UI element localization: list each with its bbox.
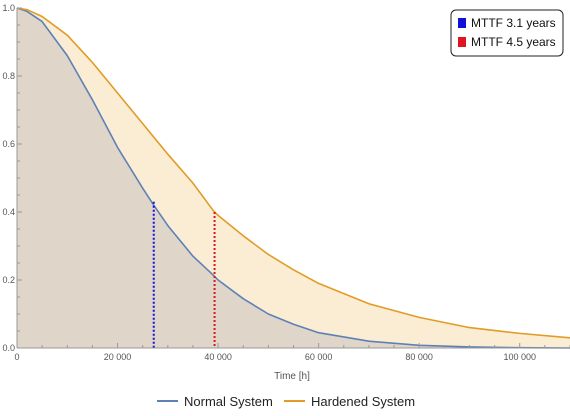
x-tick-label: 60 000 xyxy=(305,352,333,362)
y-tick-label: 0.8 xyxy=(2,71,15,81)
x-tick-label: 100 000 xyxy=(503,352,536,362)
mttf-markers xyxy=(152,201,216,348)
x-tick-label: 40 000 xyxy=(204,352,232,362)
marker-legend: MTTF 3.1 years MTTF 4.5 years xyxy=(450,9,564,57)
y-tick-label: 0.2 xyxy=(2,275,15,285)
x-tick-label: 20 000 xyxy=(104,352,132,362)
y-tick-label: 1.0 xyxy=(2,3,15,13)
marker-legend-label-1: MTTF 4.5 years xyxy=(471,35,556,49)
area-fills xyxy=(17,8,570,348)
marker-legend-box xyxy=(450,9,564,57)
series-line-1 xyxy=(16,7,570,339)
series-legend-label-1: Hardened System xyxy=(311,394,415,409)
ticks: 0 20 000 40 000 60 000 80 000 100 000 0.0 0.2 0.… xyxy=(2,3,570,362)
x-tick-label: 80 000 xyxy=(405,352,433,362)
series-line-0 xyxy=(16,7,570,349)
series-legend-label-0: Normal System xyxy=(184,394,273,409)
series-lines xyxy=(16,7,570,349)
x-axis-label: Time [h] xyxy=(274,371,310,382)
series-legend: Normal System Hardened System xyxy=(157,394,415,409)
area-fill-0 xyxy=(17,8,570,348)
marker-legend-swatch-1 xyxy=(458,37,466,47)
y-tick-label: 0.0 xyxy=(2,343,15,353)
y-tick-label: 0.4 xyxy=(2,207,15,217)
x-tick-label: 0 xyxy=(14,352,19,362)
marker-legend-swatch-0 xyxy=(458,18,466,28)
y-tick-label: 0.6 xyxy=(2,139,15,149)
marker-legend-label-0: MTTF 3.1 years xyxy=(471,16,556,30)
